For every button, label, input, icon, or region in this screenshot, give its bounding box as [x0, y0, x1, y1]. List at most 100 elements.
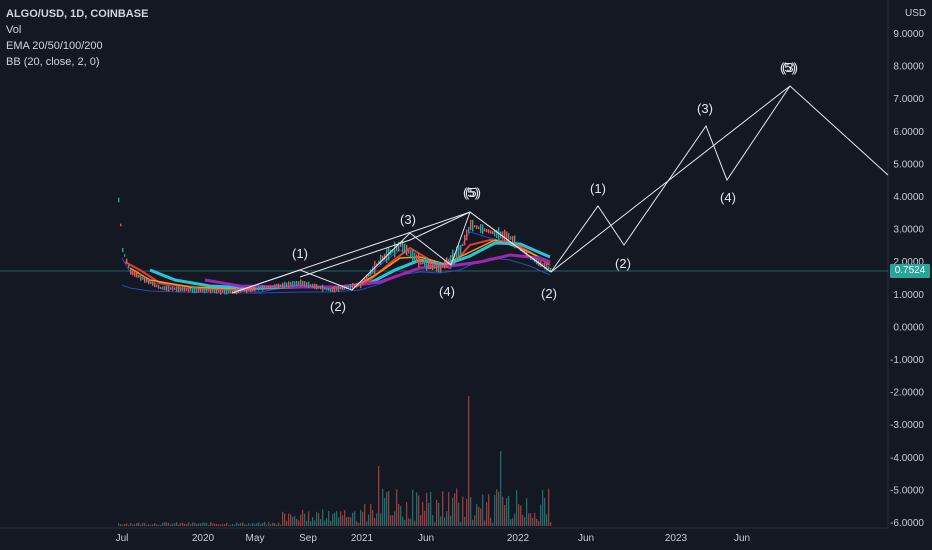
volume-bar [496, 489, 498, 526]
candle [540, 260, 542, 268]
candle [246, 286, 248, 293]
wave-label-overlap: (3) [782, 60, 798, 75]
candle [196, 287, 198, 293]
candle [326, 287, 328, 291]
candle [296, 280, 298, 287]
candle [252, 287, 254, 292]
candle [228, 290, 230, 294]
wave-label: (3) [697, 101, 713, 116]
volume-bar [330, 520, 332, 526]
volume-indicator-label[interactable]: Vol [6, 24, 22, 36]
candle [202, 288, 204, 292]
candle [240, 289, 242, 293]
volume-bar [436, 499, 438, 526]
candle [140, 273, 142, 281]
candle [276, 283, 278, 289]
volume-bar [182, 522, 184, 526]
candle [174, 287, 176, 290]
volume-bar [374, 518, 376, 526]
volume-bar [452, 497, 454, 526]
volume-bar [392, 515, 394, 526]
candle [548, 266, 550, 271]
candle [128, 264, 130, 269]
volume-bar [474, 515, 476, 526]
candle [280, 284, 282, 287]
volume-bar [312, 516, 314, 526]
candle [132, 270, 134, 276]
volume-bar [494, 494, 496, 526]
candle [542, 263, 544, 267]
volume-bar [296, 518, 298, 526]
candle [156, 284, 158, 288]
volume-bar [432, 514, 434, 526]
candle [292, 281, 294, 287]
candle [462, 243, 464, 247]
chart-legend: ALGO/USD, 1D, COINBASE Vol EMA 20/50/100… [6, 6, 148, 70]
volume-bar [220, 524, 222, 526]
price-tick-label: 5.0000 [893, 159, 924, 170]
candle [446, 257, 448, 268]
volume-bar [194, 522, 196, 526]
volume-bar [338, 517, 340, 526]
volume-bar [270, 524, 272, 526]
price-tick-label: -1.0000 [890, 355, 924, 366]
volume-bar [228, 524, 230, 526]
volume-bar [304, 513, 306, 526]
candle [350, 284, 352, 289]
volume-bar [530, 513, 532, 526]
volume-bar [402, 516, 404, 526]
volume-bar [320, 519, 322, 526]
candle [256, 287, 258, 290]
volume-bar [540, 504, 542, 526]
volume-bar [214, 523, 216, 526]
candle [376, 263, 378, 267]
volume-bar [394, 511, 396, 526]
volume-bar [462, 496, 464, 526]
price-tick-label: 0.0000 [893, 322, 924, 333]
candle [304, 281, 306, 287]
candle [392, 249, 394, 253]
volume-bar [370, 503, 372, 526]
wave-label: (1) [292, 246, 308, 261]
volume-bar [246, 524, 248, 526]
volume-bar [406, 501, 408, 526]
candle [288, 281, 290, 288]
volume-bar [520, 505, 522, 526]
candle [438, 262, 440, 273]
symbol-title[interactable]: ALGO/USD, 1D, COINBASE [6, 8, 149, 20]
time-tick-label: 2023 [665, 533, 688, 544]
volume-bar [538, 520, 540, 526]
candle [146, 278, 148, 283]
bb-indicator-label[interactable]: BB (20, close, 2, 0) [6, 56, 100, 68]
volume-bar [262, 522, 264, 526]
candle [218, 290, 220, 293]
volume-bar [382, 488, 384, 526]
candle [328, 287, 330, 292]
candle [302, 280, 304, 287]
volume-bar [178, 524, 180, 526]
candle [476, 225, 478, 229]
ema-indicator-label[interactable]: EMA 20/50/100/200 [6, 40, 103, 52]
wave-label: (1) [590, 181, 606, 196]
candle [402, 239, 404, 254]
price-tick-label: -6.0000 [890, 518, 924, 529]
elliott-wave-lines [231, 85, 889, 294]
time-axis[interactable]: Jul 2020 May Sep 2021 Jun 2022 Jun 2023 Jun [116, 533, 750, 544]
volume-bar [352, 512, 354, 526]
volume-bar [250, 524, 252, 526]
volume-bar [510, 519, 512, 526]
wave-label: (5) [780, 60, 796, 75]
price-axis[interactable]: 9.0000 8.0000 7.0000 6.0000 5.0000 4.0000 3.00… [890, 29, 924, 550]
candle [472, 219, 474, 232]
volume-bar [372, 509, 374, 526]
volume-bar [404, 519, 406, 526]
candle [322, 284, 324, 292]
volume-bar [548, 488, 550, 526]
volume-bar [154, 523, 156, 526]
wave-label: (3) [400, 212, 416, 227]
price-tick-label: 6.0000 [893, 127, 924, 138]
candle [504, 229, 506, 243]
candle [416, 254, 418, 263]
volume-bar [176, 522, 178, 526]
